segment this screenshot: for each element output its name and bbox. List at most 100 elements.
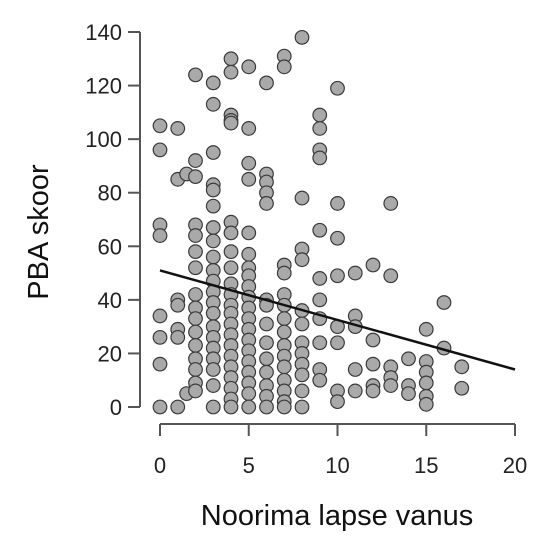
data-point — [383, 378, 399, 393]
data-point — [152, 329, 168, 345]
data-point — [241, 171, 257, 187]
data-point — [205, 96, 221, 112]
data-point — [312, 150, 328, 166]
data-point — [152, 399, 168, 415]
data-point — [223, 260, 239, 276]
data-point — [205, 362, 221, 377]
x-ticks: 0 5 10 15 20 — [154, 424, 527, 478]
data-point — [365, 257, 381, 273]
data-point — [312, 121, 328, 136]
data-point — [205, 198, 221, 214]
data-point — [401, 386, 416, 402]
data-point — [294, 367, 310, 383]
x-axis-title: Noorima lapse vanus — [201, 500, 473, 532]
data-point — [205, 305, 221, 321]
data-point — [330, 268, 345, 284]
data-point — [188, 324, 203, 340]
data-point — [223, 51, 239, 67]
data-point — [205, 75, 221, 91]
y-tick-label: 140 — [85, 20, 122, 45]
data-point — [152, 142, 168, 158]
data-point — [276, 324, 292, 340]
data-point — [170, 121, 186, 136]
data-point — [223, 244, 239, 260]
y-tick-label: 40 — [98, 288, 122, 313]
data-point — [294, 29, 310, 45]
y-ticks: 0 20 40 60 80 100 120 140 — [85, 20, 140, 420]
data-point — [294, 383, 310, 399]
data-point — [170, 399, 186, 415]
data-point — [330, 335, 345, 351]
data-point — [259, 399, 274, 415]
data-point — [365, 356, 381, 372]
x-tick-label: 0 — [154, 453, 166, 478]
data-point — [223, 64, 239, 80]
data-point — [188, 260, 203, 276]
data-point — [330, 230, 345, 246]
trend-line — [159, 269, 516, 371]
data-point — [188, 67, 203, 83]
data-point — [188, 311, 203, 327]
data-point — [152, 308, 168, 324]
data-point — [205, 145, 221, 160]
data-point — [188, 383, 203, 399]
data-point — [418, 321, 434, 337]
x-tick-label: 20 — [503, 453, 527, 478]
data-point — [276, 359, 292, 375]
data-point — [188, 244, 203, 260]
data-point — [152, 356, 168, 372]
data-point — [312, 292, 328, 308]
x-axis: 0 5 10 15 20 — [154, 423, 527, 478]
data-point — [241, 246, 257, 262]
data-point — [330, 80, 345, 96]
data-point — [259, 335, 274, 351]
data-point — [188, 153, 203, 168]
data-point — [241, 225, 257, 241]
data-point — [454, 380, 470, 396]
data-point — [383, 196, 399, 211]
data-point — [347, 265, 363, 281]
x-tick-label: 5 — [243, 453, 255, 478]
data-point — [241, 59, 257, 75]
data-point — [259, 196, 274, 211]
data-point — [259, 351, 274, 367]
y-tick-label: 100 — [85, 127, 122, 152]
data-point — [347, 383, 363, 399]
data-point — [188, 287, 203, 302]
y-tick-label: 0 — [110, 395, 122, 420]
x-tick-label: 15 — [414, 453, 438, 478]
data-point — [241, 121, 257, 136]
x-tick-label: 10 — [325, 453, 349, 478]
data-point — [223, 399, 239, 415]
data-point — [205, 182, 221, 198]
data-point — [188, 169, 203, 185]
data-point — [205, 220, 221, 235]
y-axis-title: PBA skoor — [23, 164, 55, 300]
data-point — [276, 311, 292, 327]
y-tick-label: 80 — [98, 181, 122, 206]
data-point — [188, 228, 203, 243]
data-point — [312, 335, 328, 351]
data-point — [347, 362, 363, 377]
data-points — [152, 29, 470, 415]
data-point — [188, 362, 203, 377]
data-point — [152, 118, 168, 134]
data-point — [294, 399, 310, 415]
data-point — [330, 394, 345, 410]
data-point — [365, 332, 381, 348]
data-point — [312, 372, 328, 388]
data-point — [383, 268, 399, 284]
data-point — [312, 271, 328, 286]
data-point — [418, 396, 434, 412]
data-point — [330, 196, 345, 211]
data-point — [152, 228, 168, 243]
data-point — [205, 249, 221, 265]
data-point — [276, 399, 292, 415]
data-point — [170, 297, 186, 313]
data-point — [276, 59, 292, 75]
data-point — [205, 399, 221, 415]
y-axis: 0 20 40 60 80 100 120 140 — [85, 20, 141, 420]
data-point — [259, 316, 274, 332]
data-point — [401, 351, 416, 367]
data-point — [223, 225, 239, 241]
